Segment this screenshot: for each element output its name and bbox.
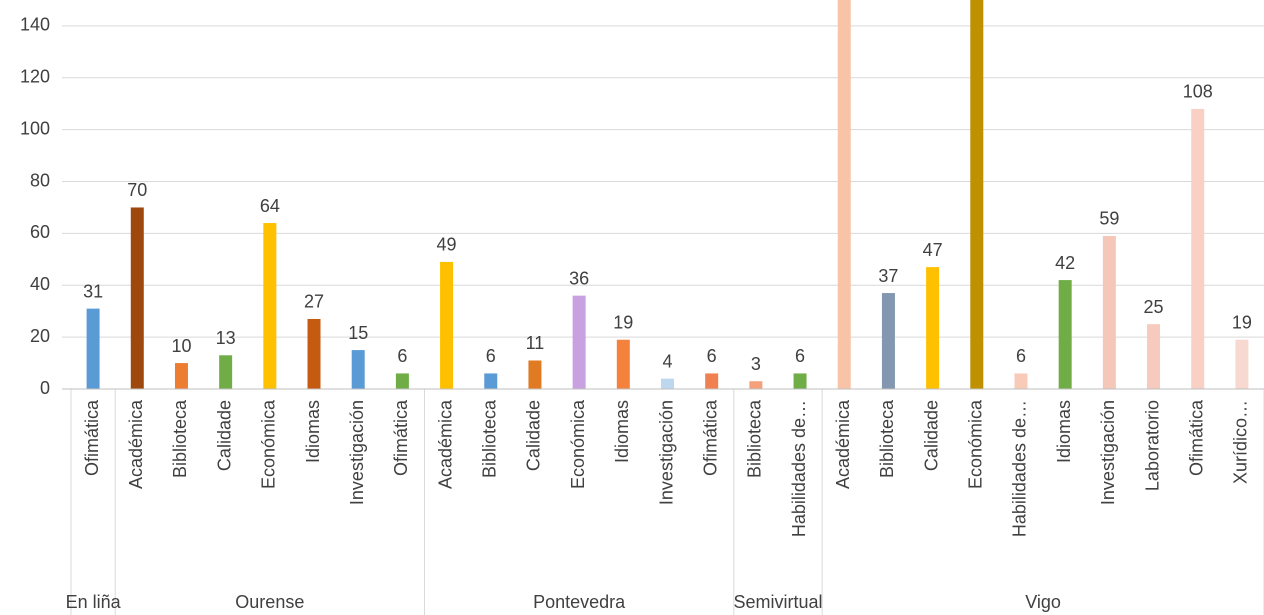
bar [1058, 280, 1072, 389]
x-tick-label: Calidade [921, 400, 941, 471]
bar [793, 373, 807, 389]
x-tick-label: Ofimática [391, 399, 411, 476]
x-tick-label: Biblioteca [480, 399, 500, 478]
bar [351, 350, 365, 389]
bar [572, 295, 586, 389]
data-label: 49 [437, 235, 457, 255]
bar [1191, 108, 1205, 390]
x-tick-label: Académica [126, 399, 146, 489]
bar [1147, 324, 1161, 389]
y-tick-label: 0 [40, 378, 50, 398]
bar [837, 0, 851, 389]
x-tick-label: Biblioteca [170, 399, 190, 478]
bar [395, 373, 409, 389]
data-label: 3 [751, 354, 761, 374]
x-tick-label: Calidade [214, 400, 234, 471]
data-label: 64 [260, 196, 280, 216]
x-tick-label: Idiomas [1054, 400, 1074, 463]
bar [1014, 373, 1028, 389]
x-tick-label: Biblioteca [877, 399, 897, 478]
bar [926, 267, 940, 389]
x-tick-label: Ofimática [82, 399, 102, 476]
bar [130, 207, 144, 389]
y-tick-label: 80 [30, 170, 50, 190]
x-tick-label: Investigación [347, 400, 367, 505]
x-tick-label: Idiomas [612, 400, 632, 463]
bar [440, 261, 454, 389]
bar [661, 378, 674, 389]
bar [307, 318, 321, 389]
x-tick-label: Idiomas [303, 400, 323, 463]
group-label: Ourense [235, 592, 304, 612]
data-label: 36 [569, 268, 589, 288]
x-tick-label: Académica [435, 399, 455, 489]
x-tick-label: Habilidades de… [1010, 400, 1030, 537]
y-tick-label: 120 [20, 67, 50, 87]
data-label: 6 [397, 346, 407, 366]
data-label: 42 [1055, 253, 1075, 273]
data-label: 6 [486, 346, 496, 366]
data-label: 6 [795, 346, 805, 366]
data-label: 37 [878, 266, 898, 286]
x-tick-label: Económica [259, 399, 279, 489]
data-label: 31 [83, 281, 103, 301]
data-label: 6 [707, 346, 717, 366]
y-tick-label: 60 [30, 222, 50, 242]
x-tick-label: Laboratorio [1142, 400, 1162, 491]
data-label: 6 [1016, 346, 1026, 366]
bar [263, 223, 277, 389]
bar [616, 339, 630, 389]
bar [528, 360, 542, 389]
data-label: 25 [1144, 297, 1164, 317]
bar [1235, 339, 1249, 389]
x-tick-label: Económica [568, 399, 588, 489]
x-tick-label: Investigación [656, 400, 676, 505]
group-label: Pontevedra [533, 592, 626, 612]
data-label: 11 [526, 333, 545, 353]
y-tick-label: 100 [20, 118, 50, 138]
x-tick-label: Xurídico… [1231, 400, 1251, 484]
x-tick-label: Calidade [524, 400, 544, 471]
y-tick-label: 20 [30, 326, 50, 346]
bar [484, 373, 498, 389]
data-label: 19 [1232, 312, 1252, 332]
y-tick-label: 140 [20, 15, 50, 35]
y-tick-label: 40 [30, 274, 50, 294]
group-label: Semivirtual [733, 592, 822, 612]
group-label: En liña [66, 592, 122, 612]
data-label: 59 [1099, 209, 1119, 229]
data-label: 70 [127, 180, 147, 200]
x-tick-label: Investigación [1098, 400, 1118, 505]
group-label: Vigo [1025, 592, 1061, 612]
data-label: 47 [923, 240, 943, 260]
bar [970, 0, 984, 389]
data-label: 19 [613, 312, 633, 332]
bar [174, 363, 188, 389]
x-tick-label: Ofimática [700, 399, 720, 476]
bar [881, 293, 895, 389]
data-label: 108 [1183, 82, 1213, 102]
bar [219, 355, 233, 389]
data-label: 27 [304, 292, 324, 312]
bar [749, 381, 763, 389]
x-tick-label: Económica [966, 399, 986, 489]
data-label: 10 [171, 336, 191, 356]
bar [1102, 235, 1116, 389]
data-label: 15 [348, 323, 368, 343]
data-label: 4 [662, 351, 672, 371]
bar [86, 308, 100, 389]
x-tick-label: Habilidades de… [789, 400, 809, 537]
x-tick-label: Ofimática [1186, 399, 1206, 476]
bar [705, 373, 719, 389]
data-label: 13 [216, 328, 236, 348]
x-tick-label: Académica [833, 399, 853, 489]
x-tick-label: Biblioteca [745, 399, 765, 478]
